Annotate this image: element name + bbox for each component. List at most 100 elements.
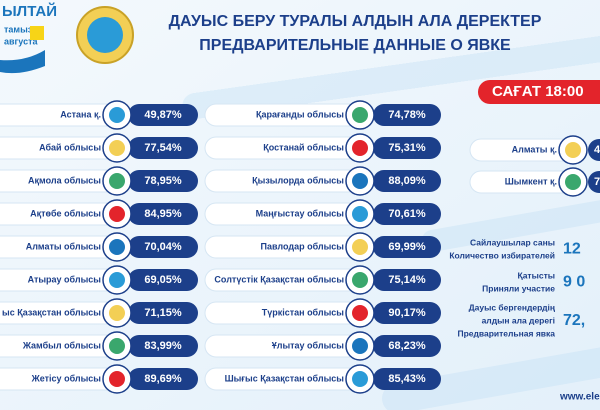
- turnout-value: 88,09%: [388, 175, 426, 187]
- region-name: Атырау облысы: [28, 274, 102, 284]
- logo-check: [30, 26, 44, 40]
- stat-value: 72,: [563, 312, 585, 329]
- value-pill: [128, 269, 198, 291]
- region-name: Ақмола облысы: [28, 175, 101, 185]
- turnout-value: 71: [594, 176, 600, 188]
- value-pill: [128, 170, 198, 192]
- emblem-center: [87, 17, 123, 53]
- value-pill: [373, 368, 441, 390]
- region-emblem-inner: [109, 371, 125, 387]
- turnout-value: 90,17%: [388, 307, 426, 319]
- value-pill: [373, 104, 441, 126]
- stat-label: Предварительная явка: [457, 328, 555, 338]
- turnout-value: 89,69%: [144, 373, 182, 385]
- region-emblem-inner: [565, 142, 581, 158]
- region-name: Солтүстік Қазақстан облысы: [214, 274, 344, 284]
- turnout-value: 41: [594, 144, 600, 156]
- region-emblem-inner: [352, 173, 368, 189]
- region-emblem-inner: [109, 272, 125, 288]
- title-kz: ДАУЫС БЕРУ ТУРАЛЫ АЛДЫН АЛА ДЕРЕКТЕР: [169, 13, 542, 30]
- stat-label: Количество избирателей: [449, 250, 555, 260]
- logo-swoosh: [0, 50, 45, 74]
- turnout-value: 49,87%: [144, 109, 182, 121]
- region-emblem-inner: [109, 140, 125, 156]
- stat-value: 12: [563, 241, 581, 258]
- region-emblem-inner: [109, 107, 125, 123]
- logo-title: ЫЛТАЙ: [2, 2, 57, 20]
- turnout-value: 69,05%: [144, 274, 182, 286]
- value-pill: [373, 170, 441, 192]
- value-pill: [128, 335, 198, 357]
- value-pill: [373, 137, 441, 159]
- turnout-value: 68,23%: [388, 340, 426, 352]
- region-name: Павлодар облысы: [260, 241, 344, 251]
- value-pill: [373, 302, 441, 324]
- value-pill: [373, 269, 441, 291]
- stat-label: Сайлаушылар саны: [470, 237, 555, 247]
- region-name: Қызылорда облысы: [252, 175, 344, 185]
- region-emblem-inner: [352, 107, 368, 123]
- turnout-value: 85,43%: [388, 373, 426, 385]
- value-pill: [128, 236, 198, 258]
- logo-line: тамыз: [4, 24, 33, 34]
- value-pill: [128, 203, 198, 225]
- region-emblem-inner: [109, 338, 125, 354]
- region-name: Астана қ.: [60, 109, 101, 119]
- value-pill: [128, 302, 198, 324]
- value-pill: [128, 137, 198, 159]
- value-pill: [373, 335, 441, 357]
- turnout-value: 69,99%: [388, 241, 426, 253]
- region-name: Алматы облысы: [26, 241, 102, 251]
- turnout-value: 74,78%: [388, 109, 426, 121]
- region-emblem-inner: [352, 140, 368, 156]
- region-emblem-inner: [352, 239, 368, 255]
- region-name: Жетісу облысы: [31, 373, 102, 383]
- time-badge: [478, 80, 600, 104]
- region-name: Абай облысы: [39, 142, 101, 152]
- stat-label: Приняли участие: [482, 283, 555, 293]
- region-name: Шымкент қ.: [505, 176, 557, 186]
- title-ru: ПРЕДВАРИТЕЛЬНЫЕ ДАННЫЕ О ЯВКЕ: [199, 37, 511, 54]
- region-name: Қостанай облысы: [263, 142, 344, 152]
- region-name: Маңғыстау облысы: [256, 208, 345, 218]
- turnout-value: 83,99%: [144, 340, 182, 352]
- region-emblem-inner: [565, 174, 581, 190]
- region-emblem-inner: [352, 272, 368, 288]
- time-text: САҒАТ 18:00: [492, 83, 584, 100]
- region-emblem-inner: [352, 206, 368, 222]
- region-emblem-inner: [109, 305, 125, 321]
- website: www.elect: [559, 392, 600, 403]
- region-emblem-inner: [109, 206, 125, 222]
- value-pill: [588, 139, 600, 161]
- value-pill: [373, 203, 441, 225]
- turnout-value: 77,54%: [144, 142, 182, 154]
- turnout-value: 75,31%: [388, 142, 426, 154]
- region-emblem-inner: [352, 305, 368, 321]
- decor-stripes: [182, 27, 600, 410]
- turnout-value: 78,95%: [144, 175, 182, 187]
- region-name: Түркістан облысы: [262, 307, 345, 317]
- value-pill: [373, 236, 441, 258]
- value-pill: [128, 104, 198, 126]
- stat-label: Қатысты: [518, 270, 556, 280]
- stat-label: алдын ала дерегі: [482, 315, 555, 325]
- region-emblem-inner: [109, 173, 125, 189]
- region-name: Жамбыл облысы: [22, 340, 101, 350]
- stat-label: Дауыс бергендердің: [469, 302, 556, 312]
- logo-line: августа: [4, 36, 38, 46]
- turnout-value: 70,61%: [388, 208, 426, 220]
- region-name: Ақтөбе облысы: [30, 208, 101, 218]
- region-emblem-inner: [109, 239, 125, 255]
- stat-value: 9 0: [563, 274, 585, 291]
- region-emblem-inner: [352, 338, 368, 354]
- turnout-value: 84,95%: [144, 208, 182, 220]
- region-name: Ұлытау облысы: [272, 340, 345, 350]
- region-name: Қарағанды облысы: [256, 109, 344, 119]
- region-name: Шығыс Қазақстан облысы: [225, 373, 345, 383]
- turnout-value: 70,04%: [144, 241, 182, 253]
- value-pill: [588, 171, 600, 193]
- turnout-value: 71,15%: [144, 307, 182, 319]
- region-name: Алматы қ.: [512, 144, 557, 154]
- value-pill: [128, 368, 198, 390]
